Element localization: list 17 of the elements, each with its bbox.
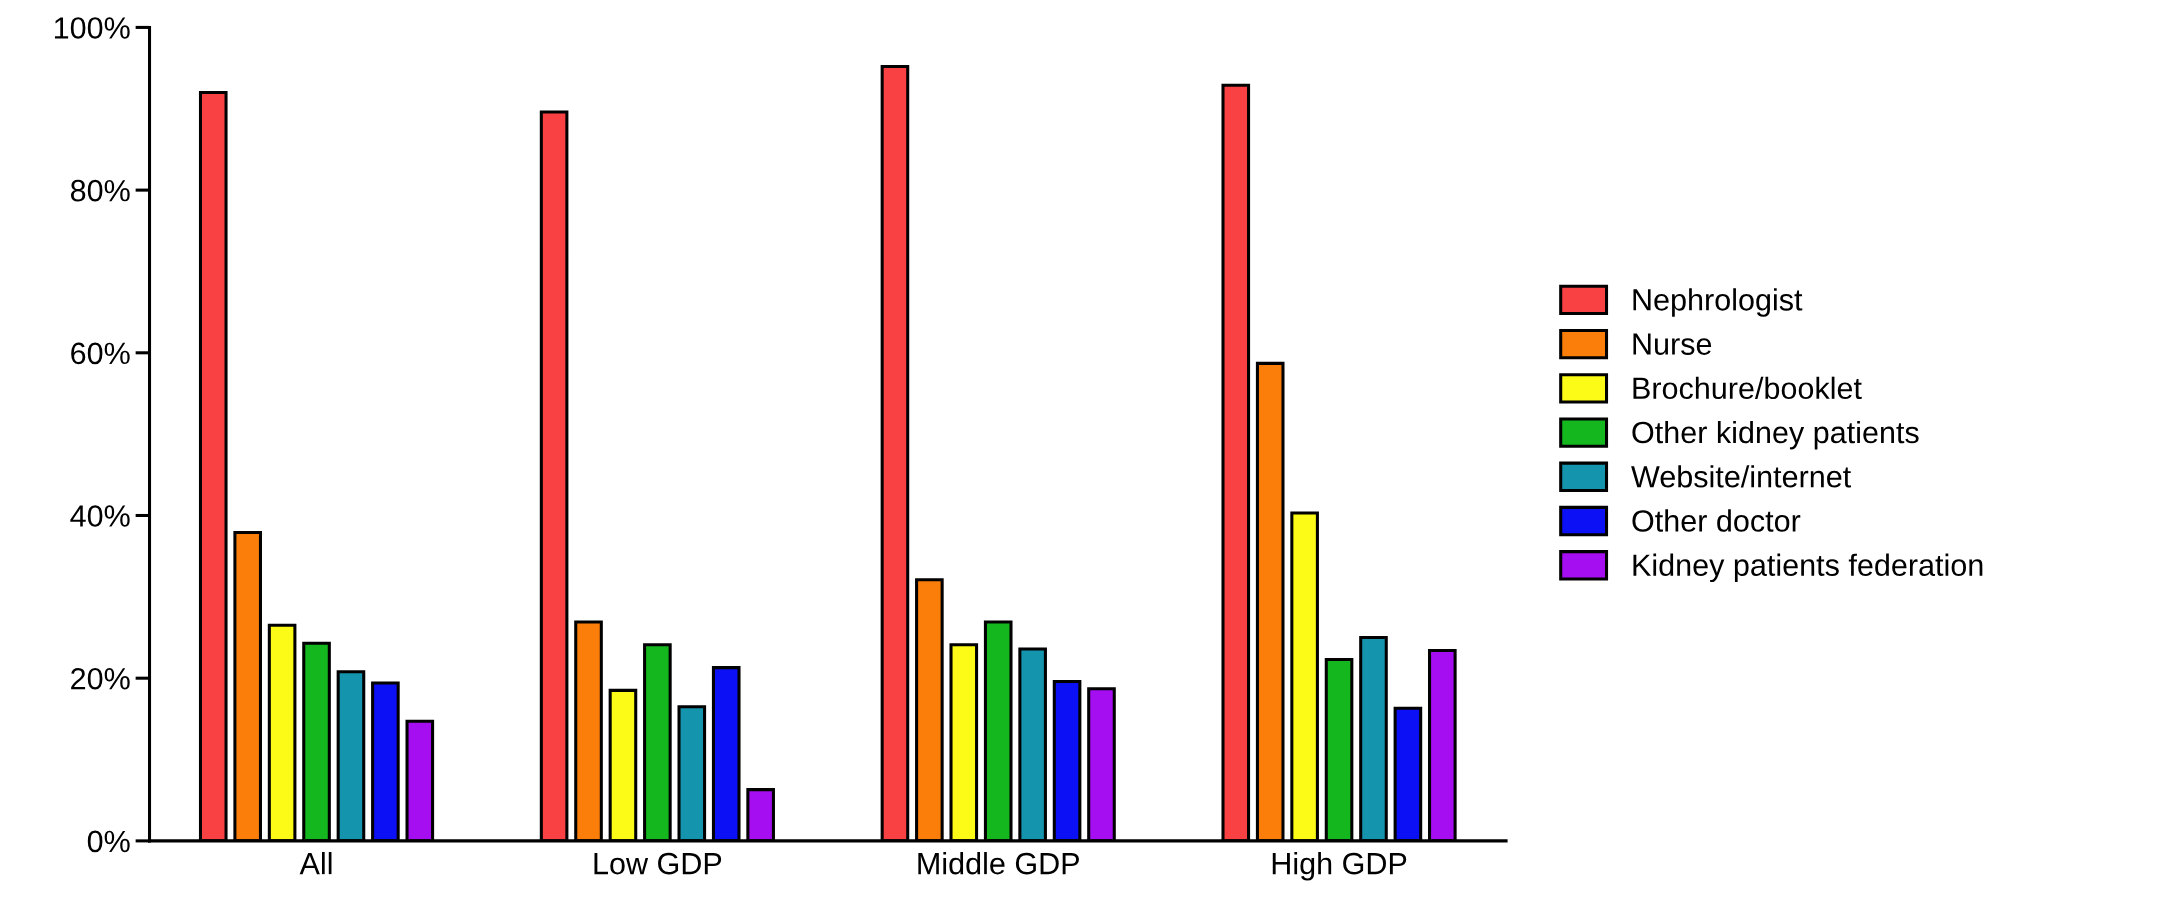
legend-label: Website/internet xyxy=(1631,465,1851,488)
y-tick-label: 100% xyxy=(54,17,130,39)
x-tick-label: High GDP xyxy=(1272,851,1407,881)
legend-label: Other doctor xyxy=(1632,509,1801,532)
x-tick-label: All xyxy=(299,851,332,875)
x-tick-label: Low GDP xyxy=(594,852,722,875)
x-tick-label: Middle GDP xyxy=(918,851,1079,875)
y-tick-label: 60% xyxy=(71,342,130,365)
legend-label: Nurse xyxy=(1633,333,1712,355)
legend-label: Brochure/booklet xyxy=(1633,376,1862,400)
y-tick-label: 80% xyxy=(70,179,130,202)
y-tick-label: 0% xyxy=(87,830,130,853)
legend-label: Kidney patients federation xyxy=(1633,553,1983,583)
y-tick-label: 40% xyxy=(70,505,130,527)
legend-label: Nephrologist xyxy=(1633,288,1803,317)
y-tick-label: 20% xyxy=(71,667,130,690)
legend-label: Other kidney patients xyxy=(1632,420,1919,450)
